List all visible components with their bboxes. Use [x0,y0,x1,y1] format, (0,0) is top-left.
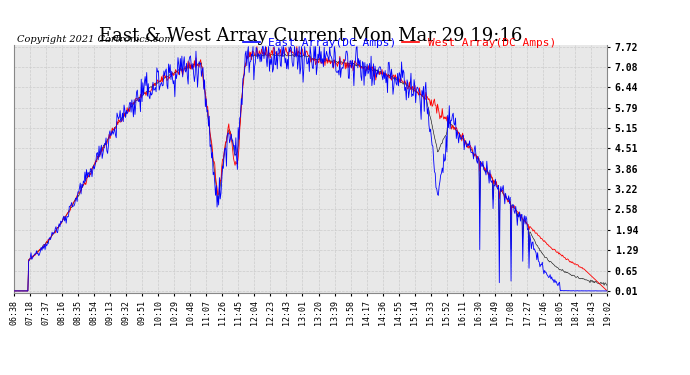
Title: East & West Array Current Mon Mar 29 19:16: East & West Array Current Mon Mar 29 19:… [99,27,522,45]
Text: Copyright 2021 Cartronics.com: Copyright 2021 Cartronics.com [17,35,173,44]
Legend: East Array(DC Amps), West Array(DC Amps): East Array(DC Amps), West Array(DC Amps) [239,33,560,52]
